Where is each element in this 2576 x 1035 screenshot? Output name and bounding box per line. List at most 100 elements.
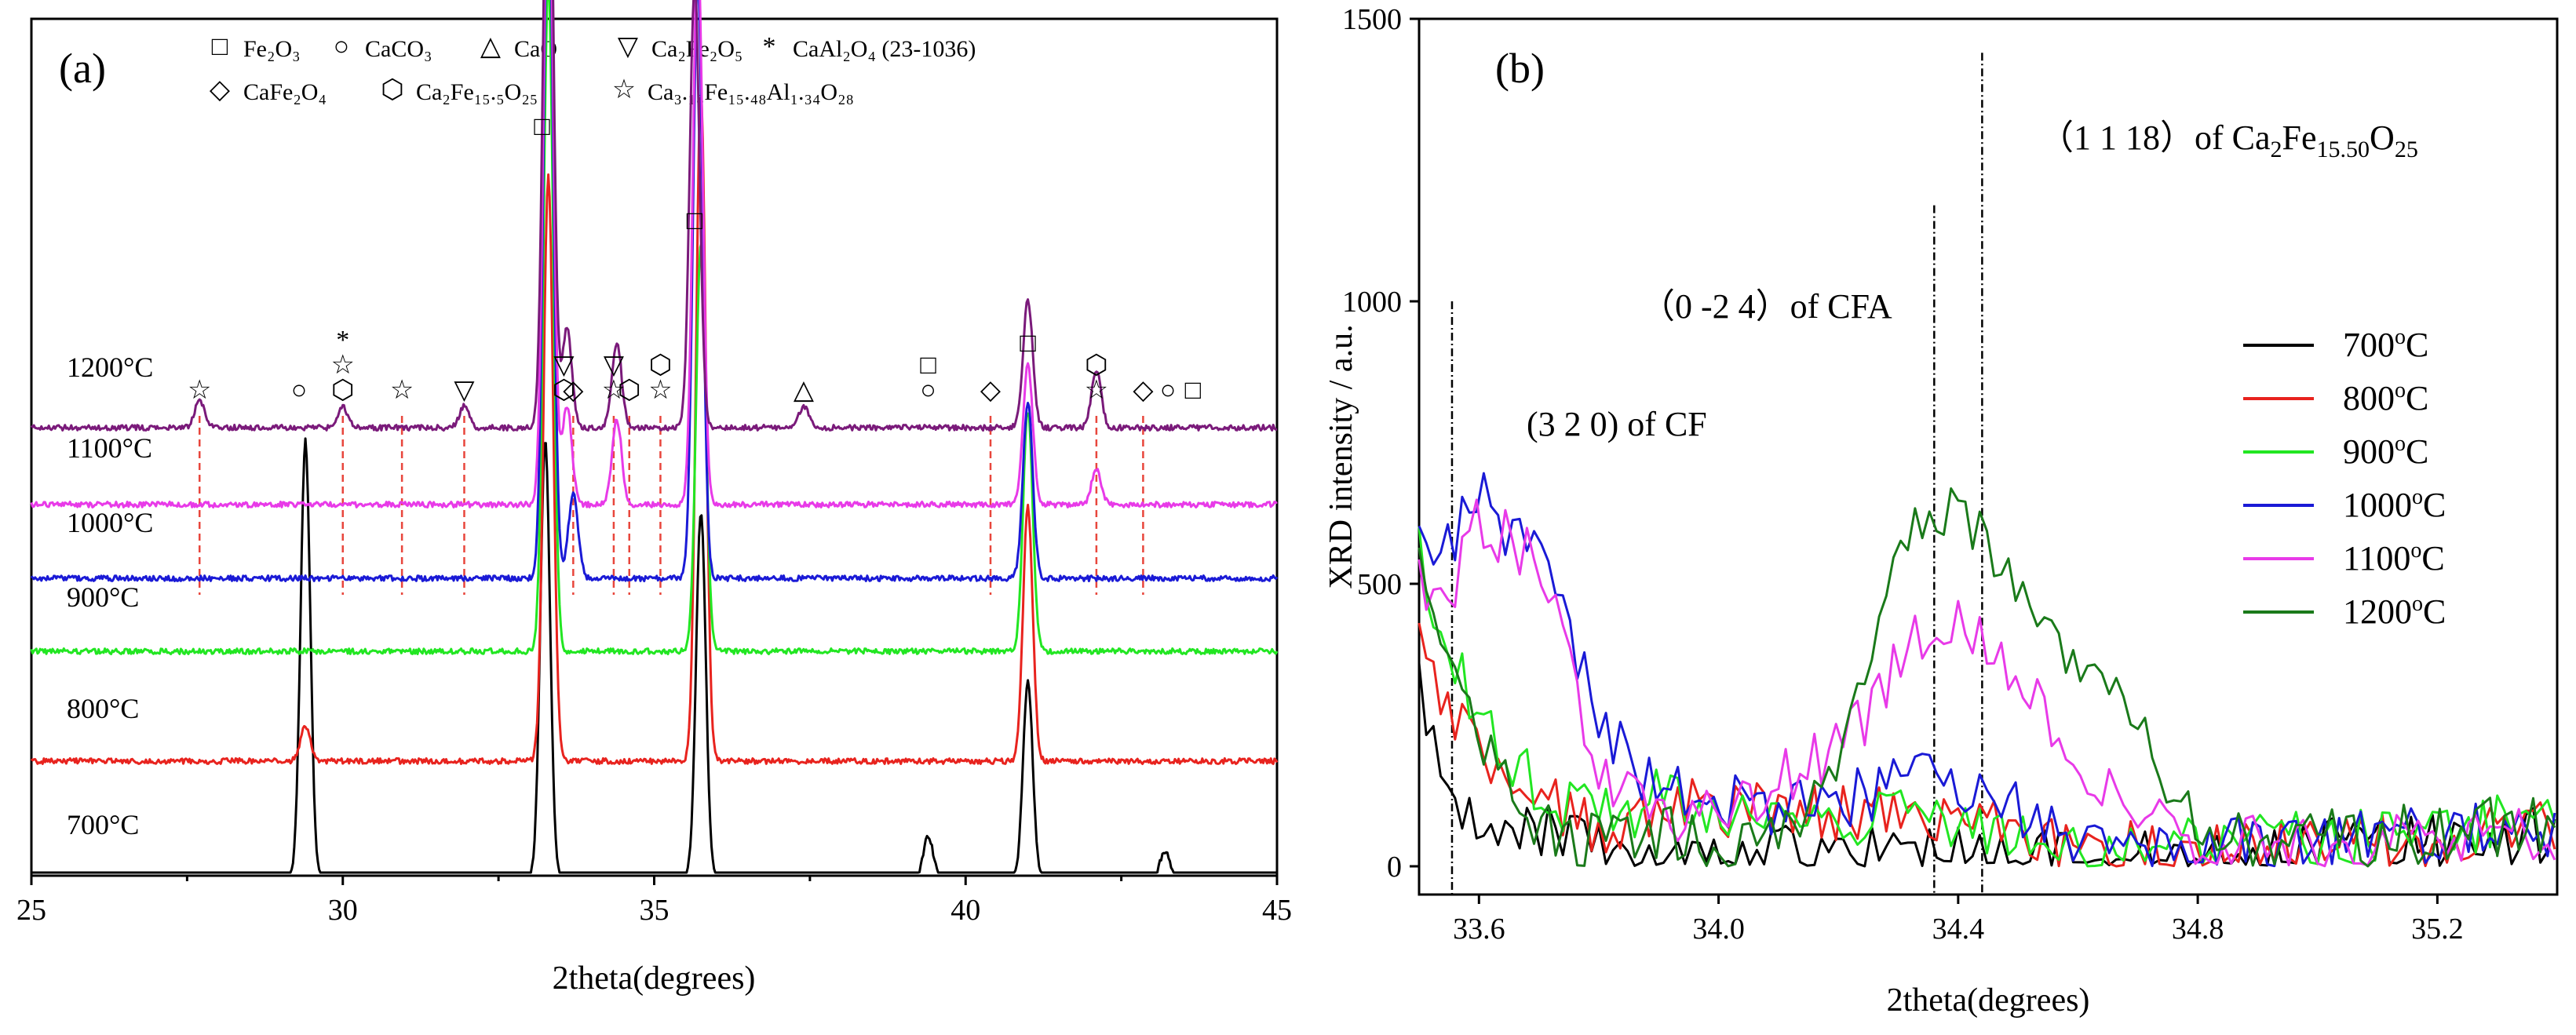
trace-a-700°C [31, 437, 1277, 874]
panel-b-traces [1418, 472, 2556, 868]
annotation-hex-sub-1: 2 [2271, 137, 2282, 162]
annotation-hex-part-a: （1 1 18）of Ca [2039, 118, 2271, 157]
panel-b-xlabel: 2theta(degrees) [1887, 982, 2090, 1019]
peak-marker: ☆ [331, 351, 355, 380]
peak-marker: △ [794, 376, 815, 405]
legend-b-value: 700 [2343, 326, 2395, 364]
legend-a-label: Fe₂O₃ [243, 36, 301, 62]
panel-a-x-axis: 25 30 35 40 45 [16, 876, 1292, 927]
peak-marker: □ [687, 206, 703, 235]
annotation-cfa: （0 -2 4）of CFA [1640, 287, 1892, 326]
peak-marker: * [336, 326, 349, 355]
annotation-hex-part-c: O [2370, 118, 2395, 157]
panel-b-ytick-label: 500 [1357, 568, 1402, 601]
peak-marker: ▽ [604, 351, 625, 380]
peak-marker: ☆ [188, 376, 211, 405]
panel-a-xlabel: 2theta(degrees) [553, 960, 756, 997]
panel-b-ylabel: XRD intensity / a.u. [1323, 324, 1359, 589]
trace-a-1000°C [30, 0, 1279, 582]
temperature-label: 700°C [67, 809, 139, 840]
legend-b-unit: C [2406, 379, 2428, 417]
legend-a-symbol: □ [212, 32, 228, 61]
legend-a-label: Ca₃.₁₈Fe₁₅.₄₈Al₁.₃₄O₂₈ [648, 79, 854, 105]
peak-marker: ☆ [602, 376, 626, 405]
annotation-hex-sub-2: 15.50 [2317, 137, 2370, 162]
panel-b-ytick-label: 1500 [1342, 3, 1402, 36]
trace-b-900°C [1418, 526, 2556, 868]
legend-b-label: 1100oC [2343, 538, 2445, 578]
panel-b-frame [1418, 17, 2559, 896]
peak-marker: ◇ [980, 376, 1002, 405]
legend-b-unit: C [2423, 592, 2446, 631]
peak-marker: ○ [920, 376, 936, 405]
legend-b-label: 1200oC [2343, 592, 2446, 631]
legend-b-label: 700oC [2343, 325, 2428, 364]
legend-b-label: 800oC [2343, 378, 2428, 417]
legend-b-value: 800 [2343, 379, 2395, 417]
temperature-label: 1100°C [67, 432, 152, 464]
legend-b-degree: o [2395, 378, 2406, 403]
panel-b-ytick-label: 1000 [1342, 286, 1402, 319]
peak-marker: □ [1020, 329, 1036, 358]
legend-b-value: 900 [2343, 432, 2395, 471]
annotation-hex-sub-3: 25 [2395, 137, 2418, 162]
panel-a-xtick-label: 40 [950, 894, 980, 927]
legend-a-symbol: ☆ [612, 75, 636, 104]
panel-a-xtick-label: 35 [640, 894, 670, 927]
peak-marker: ◇ [563, 376, 584, 405]
panel-a-legend: □ Fe₂O₃ ○ CaCO₃ △ CaO ▽ Ca₂Fe₂O₅ * CaAl₂O₄ (23-10… [210, 32, 976, 105]
legend-a-label: CaFe₂O₄ [243, 79, 327, 105]
temperature-label: 1200°C [67, 352, 153, 383]
legend-a-symbol: △ [480, 32, 502, 61]
panel-a-peak-markers: ☆ ○ ⬡☆*☆ ▽□⬡▽◇ ☆▽⬡ ☆⬡□△ ○□◇□☆⬡◇ ○ □ [188, 112, 1202, 405]
panel-a-traces [30, 0, 1279, 874]
legend-b-unit: C [2423, 486, 2446, 524]
panel-a-temperature-labels: 700°C 800°C 900°C 1000°C 1100°C 1200°C [67, 352, 153, 840]
panel-a-label: (a) [59, 45, 106, 92]
legend-b-value: 1000 [2343, 486, 2412, 524]
peak-marker: ☆ [390, 376, 414, 405]
trace-b-1000°C [1418, 472, 2556, 868]
temperature-label: 800°C [67, 693, 139, 724]
legend-b-value: 1200 [2343, 592, 2412, 631]
panel-a-xtick-label: 30 [328, 894, 358, 927]
legend-b-degree: o [2410, 538, 2421, 563]
peak-marker: ▽ [553, 351, 575, 380]
legend-b-unit: C [2406, 432, 2428, 471]
legend-a-label: CaCO₃ [365, 36, 432, 62]
legend-a-label: CaAl₂O₄ (23-1036) [793, 36, 976, 62]
peak-marker: ○ [1160, 376, 1177, 405]
panel-b-reference-lines [1450, 53, 1983, 895]
peak-marker: ◇ [1133, 376, 1154, 405]
temperature-label: 900°C [67, 581, 139, 613]
panel-a-xtick-label: 25 [16, 894, 46, 927]
peak-marker: ⬡ [331, 376, 355, 405]
panel-b-ytick-label: 0 [1387, 851, 1402, 884]
legend-b-degree: o [2395, 432, 2406, 456]
legend-b-value: 1100 [2343, 539, 2410, 578]
legend-b-degree: o [2395, 325, 2406, 349]
peak-marker: ⬡ [649, 351, 673, 380]
legend-a-symbol: ⬡ [381, 75, 404, 104]
panel-b-xtick-label: 34.8 [2172, 913, 2224, 946]
panel-b-axes: 33.6 34.0 34.4 34.8 35.2 0 500 1000 1500 [1342, 3, 2464, 946]
legend-b-unit: C [2406, 326, 2428, 364]
trace-b-1200°C [1418, 487, 2556, 868]
panel-a-frame [30, 17, 1279, 877]
peak-marker: □ [534, 112, 550, 141]
trace-a-800°C [30, 97, 1279, 765]
panel-b-xtick-label: 35.2 [2411, 913, 2464, 946]
trace-a-1100°C [30, 0, 1278, 508]
peak-marker: □ [920, 351, 936, 380]
trace-a-900°C [30, 0, 1279, 655]
trace-a-1200°C [30, 0, 1278, 432]
peak-marker: ⬡ [553, 376, 576, 405]
peak-marker: ○ [291, 376, 308, 405]
panel-b-label: (b) [1495, 45, 1545, 92]
legend-b-label: 900oC [2343, 432, 2428, 471]
temperature-label: 1000°C [67, 507, 153, 538]
legend-a-symbol: ◇ [210, 75, 231, 104]
panel-b-xtick-label: 34.0 [1692, 913, 1745, 946]
annotation-hex-part-b: Fe [2282, 118, 2317, 157]
